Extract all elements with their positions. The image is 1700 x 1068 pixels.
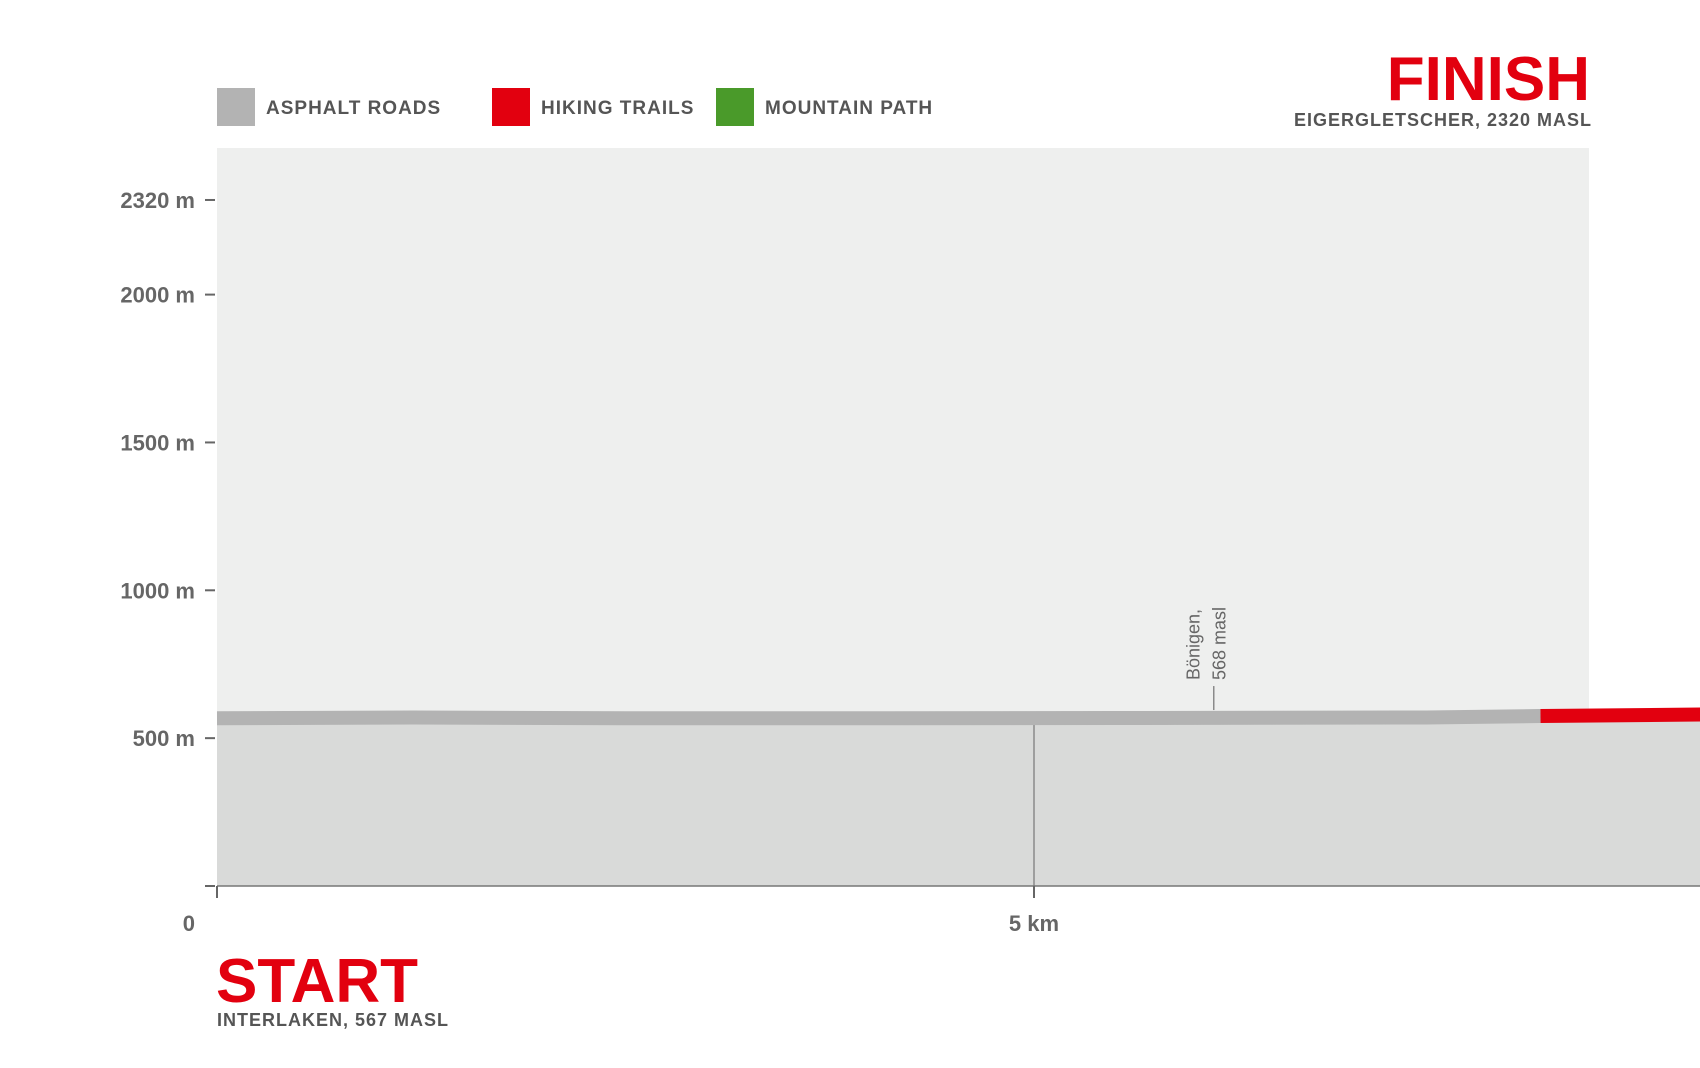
y-axis: 500 m 1000 m 1500 m 2000 m 2320 m xyxy=(120,188,215,887)
route-layer xyxy=(216,707,1700,726)
x-tick-label: 0 xyxy=(183,911,195,936)
start-title: START xyxy=(216,947,418,1016)
x-axis: 05 km10 km15 km20 km25 km30 km35 km42,19… xyxy=(183,885,1700,936)
elevation-area-layer xyxy=(217,714,1700,886)
elevation-area xyxy=(217,714,1700,886)
legend-label-hiking: HIKING TRAILS xyxy=(541,98,694,119)
legend-swatch-asphalt xyxy=(217,88,255,126)
waypoint-name: Bönigen, xyxy=(1184,609,1204,680)
waypoint-labels-layer: Bönigen,568 maslWilderswil,587 maslZweil… xyxy=(1184,607,1230,711)
route-segment-asphalt xyxy=(216,709,1541,726)
legend-swatch-mountain xyxy=(716,88,754,126)
y-tick-label: 1000 m xyxy=(120,578,195,603)
y-tick-label: 2320 m xyxy=(120,188,195,213)
x-tick-label: 5 km xyxy=(1009,911,1059,936)
y-tick-label: 1500 m xyxy=(120,430,195,455)
finish-subtitle: EIGERGLETSCHER, 2320 MASL xyxy=(1294,110,1592,130)
waypoint-elevation: 568 masl xyxy=(1210,607,1230,680)
legend-label-mountain: MOUNTAIN PATH xyxy=(765,98,933,119)
route-segment-hiking xyxy=(1540,707,1700,723)
legend-label-asphalt: ASPHALT ROADS xyxy=(266,98,441,119)
start-subtitle: INTERLAKEN, 567 MASL xyxy=(217,1010,449,1030)
y-tick-label: 2000 m xyxy=(120,283,195,308)
marker-lines-layer xyxy=(1033,718,1035,886)
finish-title: FINISH xyxy=(1387,45,1590,114)
legend-swatch-hiking xyxy=(492,88,530,126)
y-tick-label: 500 m xyxy=(133,726,195,751)
legend: ASPHALT ROADS HIKING TRAILS MOUNTAIN PAT… xyxy=(217,88,933,126)
